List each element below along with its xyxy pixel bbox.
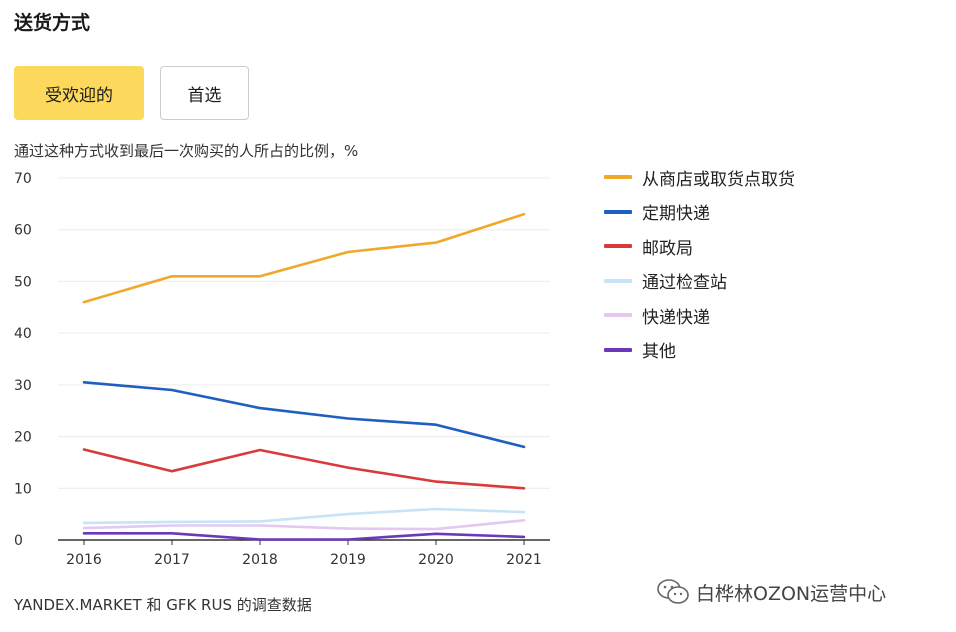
watermark-text: 白桦林OZON运营中心 xyxy=(696,582,887,605)
y-tick-label: 60 xyxy=(14,223,32,239)
legend-swatch xyxy=(604,347,632,352)
tab-preferred-button[interactable]: 首选 xyxy=(160,66,249,120)
x-tick-label: 2020 xyxy=(418,552,454,568)
x-tick-label: 2017 xyxy=(154,552,190,568)
legend-item-courier[interactable]: 定期快递 xyxy=(604,195,795,230)
series-line-1 xyxy=(82,381,526,449)
line-chart: 0 10 20 30 40 50 60 70 2016 2017 2018 2019 2020 2021 xyxy=(14,171,550,568)
page-title: 送货方式 xyxy=(14,12,91,34)
y-tick-label: 10 xyxy=(14,481,32,497)
legend-swatch xyxy=(604,209,632,214)
grid-layer xyxy=(58,177,550,489)
chart-subtitle: 通过这种方式收到最后一次购买的人所占的比例，% xyxy=(14,142,359,160)
y-tick-label: 70 xyxy=(14,171,32,187)
legend-label: 通过检查站 xyxy=(642,273,727,294)
series-line-4 xyxy=(82,518,526,531)
y-tick-label: 40 xyxy=(14,326,32,342)
y-tick-label: 20 xyxy=(14,430,32,446)
legend-item-post-office[interactable]: 邮政局 xyxy=(604,229,795,264)
legend-swatch xyxy=(604,313,632,318)
legend-item-pickup[interactable]: 从商店或取货点取货 xyxy=(604,160,795,195)
x-tick-label: 2018 xyxy=(242,552,278,568)
tick-label-layer: 0 10 20 30 40 50 60 70 2016 2017 2018 2019 2020 2021 xyxy=(14,171,542,568)
y-tick-label: 50 xyxy=(14,274,32,290)
chart-legend: 从商店或取货点取货 定期快递 邮政局 通过检查站 快递快递 其他 xyxy=(604,160,795,367)
series-line-5 xyxy=(82,531,526,541)
series-line-3 xyxy=(82,507,526,525)
y-tick-label: 0 xyxy=(14,533,23,549)
source-note: YANDEX.MARKET 和 GFK RUS 的调查数据 xyxy=(14,596,312,614)
legend-swatch xyxy=(604,278,632,283)
legend-item-other[interactable]: 其他 xyxy=(604,333,795,368)
legend-label: 定期快递 xyxy=(642,204,710,225)
watermark: 白桦林OZON运营中心 xyxy=(656,578,886,606)
x-tick-label: 2019 xyxy=(330,552,366,568)
legend-label: 从商店或取货点取货 xyxy=(642,169,795,190)
wechat-logo-icon xyxy=(657,579,689,604)
x-tick-label: 2016 xyxy=(66,552,102,568)
legend-item-express[interactable]: 快递快递 xyxy=(604,298,795,333)
series-line-2 xyxy=(82,448,526,490)
legend-swatch xyxy=(604,175,632,180)
legend-label: 快递快递 xyxy=(642,307,710,328)
legend-item-checkpoint[interactable]: 通过检查站 xyxy=(604,264,795,299)
series-layer xyxy=(82,212,526,541)
legend-swatch xyxy=(604,244,632,249)
series-line-0 xyxy=(82,212,526,304)
legend-label: 邮政局 xyxy=(642,238,693,259)
legend-label: 其他 xyxy=(642,342,676,363)
x-tick-label: 2021 xyxy=(506,552,542,568)
tab-popular-button[interactable]: 受欢迎的 xyxy=(14,66,144,120)
y-tick-label: 30 xyxy=(14,378,32,394)
